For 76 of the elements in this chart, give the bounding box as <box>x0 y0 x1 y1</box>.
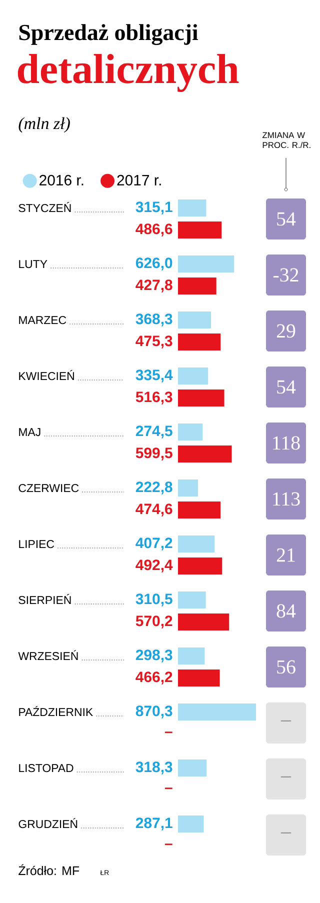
data-label: 315,1 <box>136 202 172 214</box>
y-tick-label: STYCZEŃ <box>18 202 71 212</box>
text: 56 <box>277 660 296 674</box>
chart-title: Sprzedaż obligacji <box>19 24 198 46</box>
data-label: 570,2 <box>136 616 172 628</box>
bar <box>178 670 220 686</box>
data-label: 335,4 <box>136 370 173 382</box>
bar <box>178 704 256 720</box>
bar <box>178 535 214 552</box>
text: – <box>164 732 172 734</box>
data-label: 274,5 <box>136 426 172 438</box>
data-label: 466,2 <box>136 672 172 684</box>
bar <box>178 221 222 238</box>
bar <box>178 423 203 440</box>
y-tick-label: LISTOPAD <box>19 764 74 772</box>
text: 118 <box>273 436 300 450</box>
legend-label: 2016 r. <box>40 174 84 186</box>
bar <box>178 592 206 608</box>
data-label: 475,3 <box>136 336 172 348</box>
text: ZMIANA W PROC. R./R. <box>262 132 310 148</box>
data-label: 222,8 <box>136 482 172 494</box>
y-tick-label: LUTY <box>19 260 48 268</box>
bar <box>178 816 204 832</box>
data-label: 516,3 <box>136 392 172 404</box>
bar <box>178 557 222 574</box>
legend-label: 2017 r. <box>117 174 161 186</box>
data-label: 626,0 <box>136 258 172 270</box>
text: 84 <box>276 604 296 618</box>
data-label: 427,8 <box>136 280 172 292</box>
text: 54 <box>277 212 296 226</box>
bar <box>178 277 216 294</box>
bar <box>178 479 198 496</box>
text: – <box>280 720 292 722</box>
y-tick-label: LIPIEC <box>19 540 54 548</box>
data-label: 310,5 <box>136 594 172 606</box>
text: – <box>280 832 292 834</box>
data-label: 298,3 <box>136 650 172 662</box>
bar <box>178 199 206 216</box>
bar <box>178 311 212 328</box>
data-label: 486,6 <box>136 224 172 236</box>
y-tick-label: PAŹDZIERNIK <box>19 706 93 716</box>
text: – <box>164 844 172 846</box>
y-tick-label: WRZESIEŃ <box>18 650 78 660</box>
text: 29 <box>276 324 296 338</box>
bar <box>178 389 224 406</box>
y-tick-label: SIERPIEŃ <box>18 594 71 604</box>
chart-subtitle: detalicznych <box>18 54 239 92</box>
text: -32 <box>273 268 298 282</box>
data-label: 599,5 <box>136 448 172 460</box>
data-label: 287,1 <box>136 818 172 830</box>
text: 21 <box>276 548 295 562</box>
text: Źródło: MF <box>18 864 80 876</box>
bar <box>178 445 232 462</box>
bar <box>178 255 234 272</box>
data-label: 492,4 <box>136 560 173 572</box>
bar <box>178 760 207 776</box>
x-axis-title: (mln zł) <box>18 117 70 133</box>
data-label: 407,2 <box>136 538 172 550</box>
bar <box>178 648 205 664</box>
data-label: 474,6 <box>136 504 172 516</box>
data-label: 318,3 <box>136 762 172 774</box>
text: – <box>280 776 292 778</box>
bar <box>178 614 230 630</box>
data-label: 368,3 <box>136 314 172 326</box>
data-label: 870,3 <box>136 706 172 718</box>
y-tick-label: KWIECIEŃ <box>19 370 74 380</box>
y-tick-label: GRUDZIEŃ <box>18 818 78 828</box>
bar <box>178 501 221 518</box>
text: 54 <box>277 380 296 394</box>
text: – <box>164 788 172 790</box>
y-tick-label: CZERWIEC <box>18 484 79 492</box>
bar <box>178 367 208 384</box>
y-tick-label: MARZEC <box>19 316 66 324</box>
bar <box>178 333 221 350</box>
text: 113 <box>273 492 300 506</box>
y-tick-label: MAJ <box>19 428 40 436</box>
